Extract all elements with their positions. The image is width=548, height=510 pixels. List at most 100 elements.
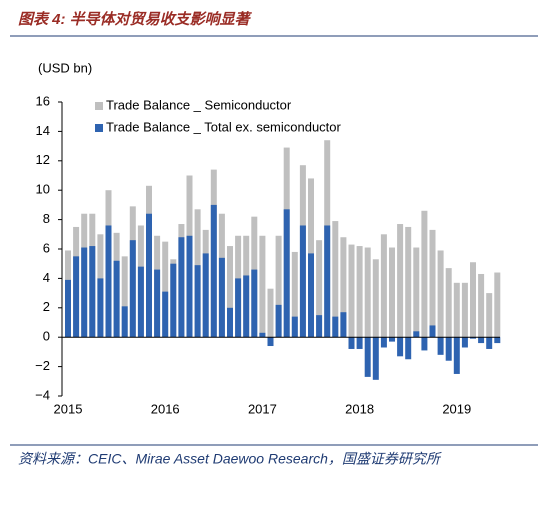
- bar: [227, 246, 233, 338]
- bar: [397, 337, 404, 357]
- bar: [364, 337, 371, 377]
- bar: [275, 304, 282, 338]
- bar: [129, 240, 136, 338]
- bar: [372, 337, 379, 380]
- bar: [218, 257, 225, 338]
- unit-label: (USD bn): [38, 60, 92, 75]
- y-tick-label: 16: [36, 93, 50, 108]
- y-tick-label: 0: [43, 329, 50, 344]
- y-tick-label: 10: [36, 182, 50, 197]
- bar: [89, 246, 96, 338]
- bar: [259, 235, 266, 338]
- bar: [154, 269, 161, 338]
- bar: [478, 337, 485, 344]
- x-tick-label: 2015: [54, 401, 83, 416]
- bar: [227, 307, 233, 338]
- bar: [470, 337, 476, 339]
- bar: [372, 259, 379, 338]
- bar: [251, 269, 258, 338]
- bar: [121, 306, 128, 338]
- bar: [259, 332, 266, 338]
- bar: [283, 209, 290, 338]
- bar: [291, 316, 298, 338]
- bar: [405, 226, 412, 338]
- bar: [81, 247, 88, 338]
- bar: [235, 278, 242, 338]
- bar: [453, 337, 460, 374]
- bar: [486, 293, 493, 338]
- bar: [348, 244, 355, 338]
- legend-label: Trade Balance _ Total ex. semiconductor: [106, 119, 342, 134]
- bar: [405, 337, 412, 360]
- bar: [194, 265, 201, 338]
- bar: [413, 331, 420, 338]
- bar: [486, 337, 493, 349]
- bar: [429, 325, 436, 338]
- bar: [210, 204, 217, 338]
- y-tick-label: 8: [43, 211, 50, 226]
- bar: [421, 337, 428, 351]
- bar: [162, 291, 169, 338]
- y-tick-label: 2: [43, 299, 50, 314]
- bar: [243, 275, 250, 338]
- bar: [478, 273, 485, 338]
- bar: [162, 241, 169, 338]
- bar: [437, 250, 444, 338]
- legend-swatch: [95, 102, 103, 110]
- bar: [186, 235, 193, 338]
- bar: [291, 251, 298, 338]
- bar: [453, 282, 460, 338]
- bar: [267, 337, 274, 347]
- bar: [105, 225, 112, 338]
- bar: [113, 260, 120, 338]
- x-tick-label: 2016: [151, 401, 180, 416]
- bar: [340, 237, 347, 338]
- bar: [137, 266, 144, 338]
- bar: [397, 224, 404, 338]
- bar: [267, 288, 274, 338]
- chart-title: 图表 4: 半导体对贸易收支影响显著: [18, 11, 253, 28]
- bar: [389, 247, 395, 338]
- bar: [445, 268, 452, 338]
- bar: [178, 237, 185, 338]
- bar: [299, 225, 306, 338]
- y-tick-label: 12: [36, 152, 50, 167]
- bar: [461, 282, 468, 338]
- bar: [356, 337, 363, 349]
- bar: [316, 240, 323, 338]
- y-tick-label: 6: [43, 240, 50, 255]
- legend-label: Trade Balance _ Semiconductor: [106, 97, 292, 112]
- source-note: 资料来源：CEIC、Mirae Asset Daewoo Research，国盛…: [18, 451, 442, 467]
- bar: [202, 253, 209, 338]
- bar: [470, 262, 476, 338]
- bar: [421, 210, 428, 338]
- bar: [170, 263, 177, 338]
- bar: [332, 316, 339, 338]
- bar: [461, 337, 468, 348]
- bar: [121, 256, 128, 338]
- x-tick-label: 2019: [442, 401, 471, 416]
- bar: [380, 234, 387, 338]
- bar: [413, 247, 420, 338]
- bar: [389, 337, 395, 342]
- bar: [73, 256, 80, 338]
- bar: [65, 279, 71, 338]
- bar: [316, 315, 323, 338]
- x-tick-label: 2018: [345, 401, 374, 416]
- bar: [324, 225, 331, 338]
- bar: [332, 221, 339, 338]
- bar: [275, 235, 282, 338]
- bar: [356, 246, 363, 338]
- y-tick-label: −2: [35, 358, 50, 373]
- y-tick-label: 4: [43, 270, 50, 285]
- y-tick-label: −4: [35, 387, 50, 402]
- bar: [97, 278, 104, 338]
- bar: [348, 337, 355, 349]
- bar: [340, 312, 347, 338]
- bar: [437, 337, 444, 355]
- bar: [308, 253, 314, 338]
- bar: [380, 337, 387, 348]
- bar: [445, 337, 452, 361]
